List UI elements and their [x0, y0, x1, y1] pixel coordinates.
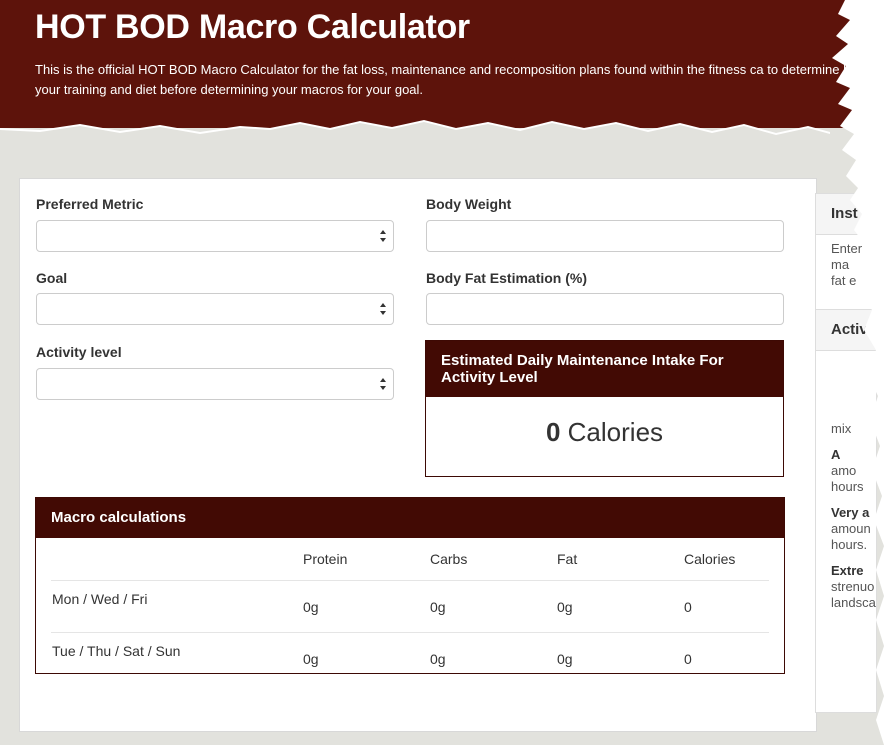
- row-fat: 0g: [557, 650, 573, 667]
- table-row: Tue / Thu / Sat / Sun 0g 0g 0g 0: [51, 633, 769, 685]
- row-day: Mon / Wed / Fri: [51, 580, 302, 633]
- activity-line: amoun: [831, 521, 871, 536]
- activity-line: hours: [831, 479, 864, 494]
- activity-levels-title: Activ: [816, 309, 876, 351]
- page-description: This is the official HOT BOD Macro Calcu…: [35, 62, 886, 97]
- goal-label: Goal: [36, 270, 68, 286]
- instructions-line: Enter: [831, 241, 863, 256]
- maintenance-intake-panel: Estimated Daily Maintenance Intake For A…: [425, 340, 784, 477]
- body-fat-input[interactable]: [426, 293, 784, 325]
- activity-line: Extre: [831, 563, 864, 578]
- macro-table: Protein Carbs Fat Calories Mon / Wed / F…: [51, 538, 769, 684]
- instructions-sidebar: Inst Enter ma fat e Activ mix A amo hour…: [815, 193, 877, 713]
- macro-calculations-title: Macro calculations: [36, 498, 784, 538]
- maintenance-intake-value: 0 Calories: [426, 417, 783, 448]
- instructions-line: fat e: [831, 273, 857, 288]
- body-weight-label: Body Weight: [426, 196, 512, 212]
- body-fat-label: Body Fat Estimation (%): [426, 270, 588, 286]
- activity-level-select[interactable]: [36, 368, 394, 400]
- row-fat: 0g: [556, 580, 683, 633]
- activity-line: hours.: [831, 537, 868, 552]
- preferred-metric-select[interactable]: [36, 220, 394, 252]
- row-carbs: 0g: [430, 650, 446, 667]
- table-row: Mon / Wed / Fri 0g 0g 0g 0: [51, 580, 769, 633]
- calories-unit: Calories: [567, 417, 664, 447]
- activity-line: Very a: [831, 505, 870, 520]
- instructions-text: Enter ma fat e: [816, 235, 876, 289]
- row-day: Tue / Thu / Sat / Sun: [52, 643, 181, 659]
- preferred-metric-label: Preferred Metric: [36, 196, 144, 212]
- calories-number: 0: [545, 417, 561, 447]
- activity-line: amo: [831, 463, 857, 478]
- activity-levels-text: mix A amo hours Very a amoun hours. Extr…: [816, 421, 876, 611]
- instructions-title: Inst: [816, 194, 876, 235]
- column-header-day: [51, 538, 302, 581]
- row-carbs: 0g: [429, 580, 556, 633]
- activity-line: strenuo: [831, 579, 875, 594]
- goal-select[interactable]: [36, 293, 394, 325]
- row-protein: 0g: [302, 580, 429, 633]
- row-calories: 0: [683, 580, 769, 633]
- activity-line: mix: [831, 421, 852, 436]
- select-arrows-icon: [380, 230, 386, 242]
- column-header-protein: Protein: [302, 538, 429, 581]
- maintenance-intake-title: Estimated Daily Maintenance Intake For A…: [426, 341, 783, 397]
- macro-table-header-row: Protein Carbs Fat Calories: [51, 538, 769, 581]
- row-calories: 0: [684, 650, 692, 667]
- activity-line: landsca: [831, 595, 876, 610]
- page-header: HOT BOD Macro Calculator This is the off…: [0, 0, 886, 128]
- activity-level-label: Activity level: [36, 344, 122, 360]
- select-arrows-icon: [380, 303, 386, 315]
- instructions-line: ma: [831, 257, 850, 272]
- column-header-fat: Fat: [556, 538, 683, 581]
- row-protein: 0g: [303, 650, 319, 667]
- activity-line: A: [831, 447, 841, 462]
- column-header-calories: Calories: [683, 538, 769, 581]
- macro-calculations-panel: Macro calculations Protein Carbs Fat Cal…: [35, 497, 785, 674]
- column-header-carbs: Carbs: [429, 538, 556, 581]
- select-arrows-icon: [380, 378, 386, 390]
- body-weight-input[interactable]: [426, 220, 784, 252]
- page-title: HOT BOD Macro Calculator: [35, 8, 470, 46]
